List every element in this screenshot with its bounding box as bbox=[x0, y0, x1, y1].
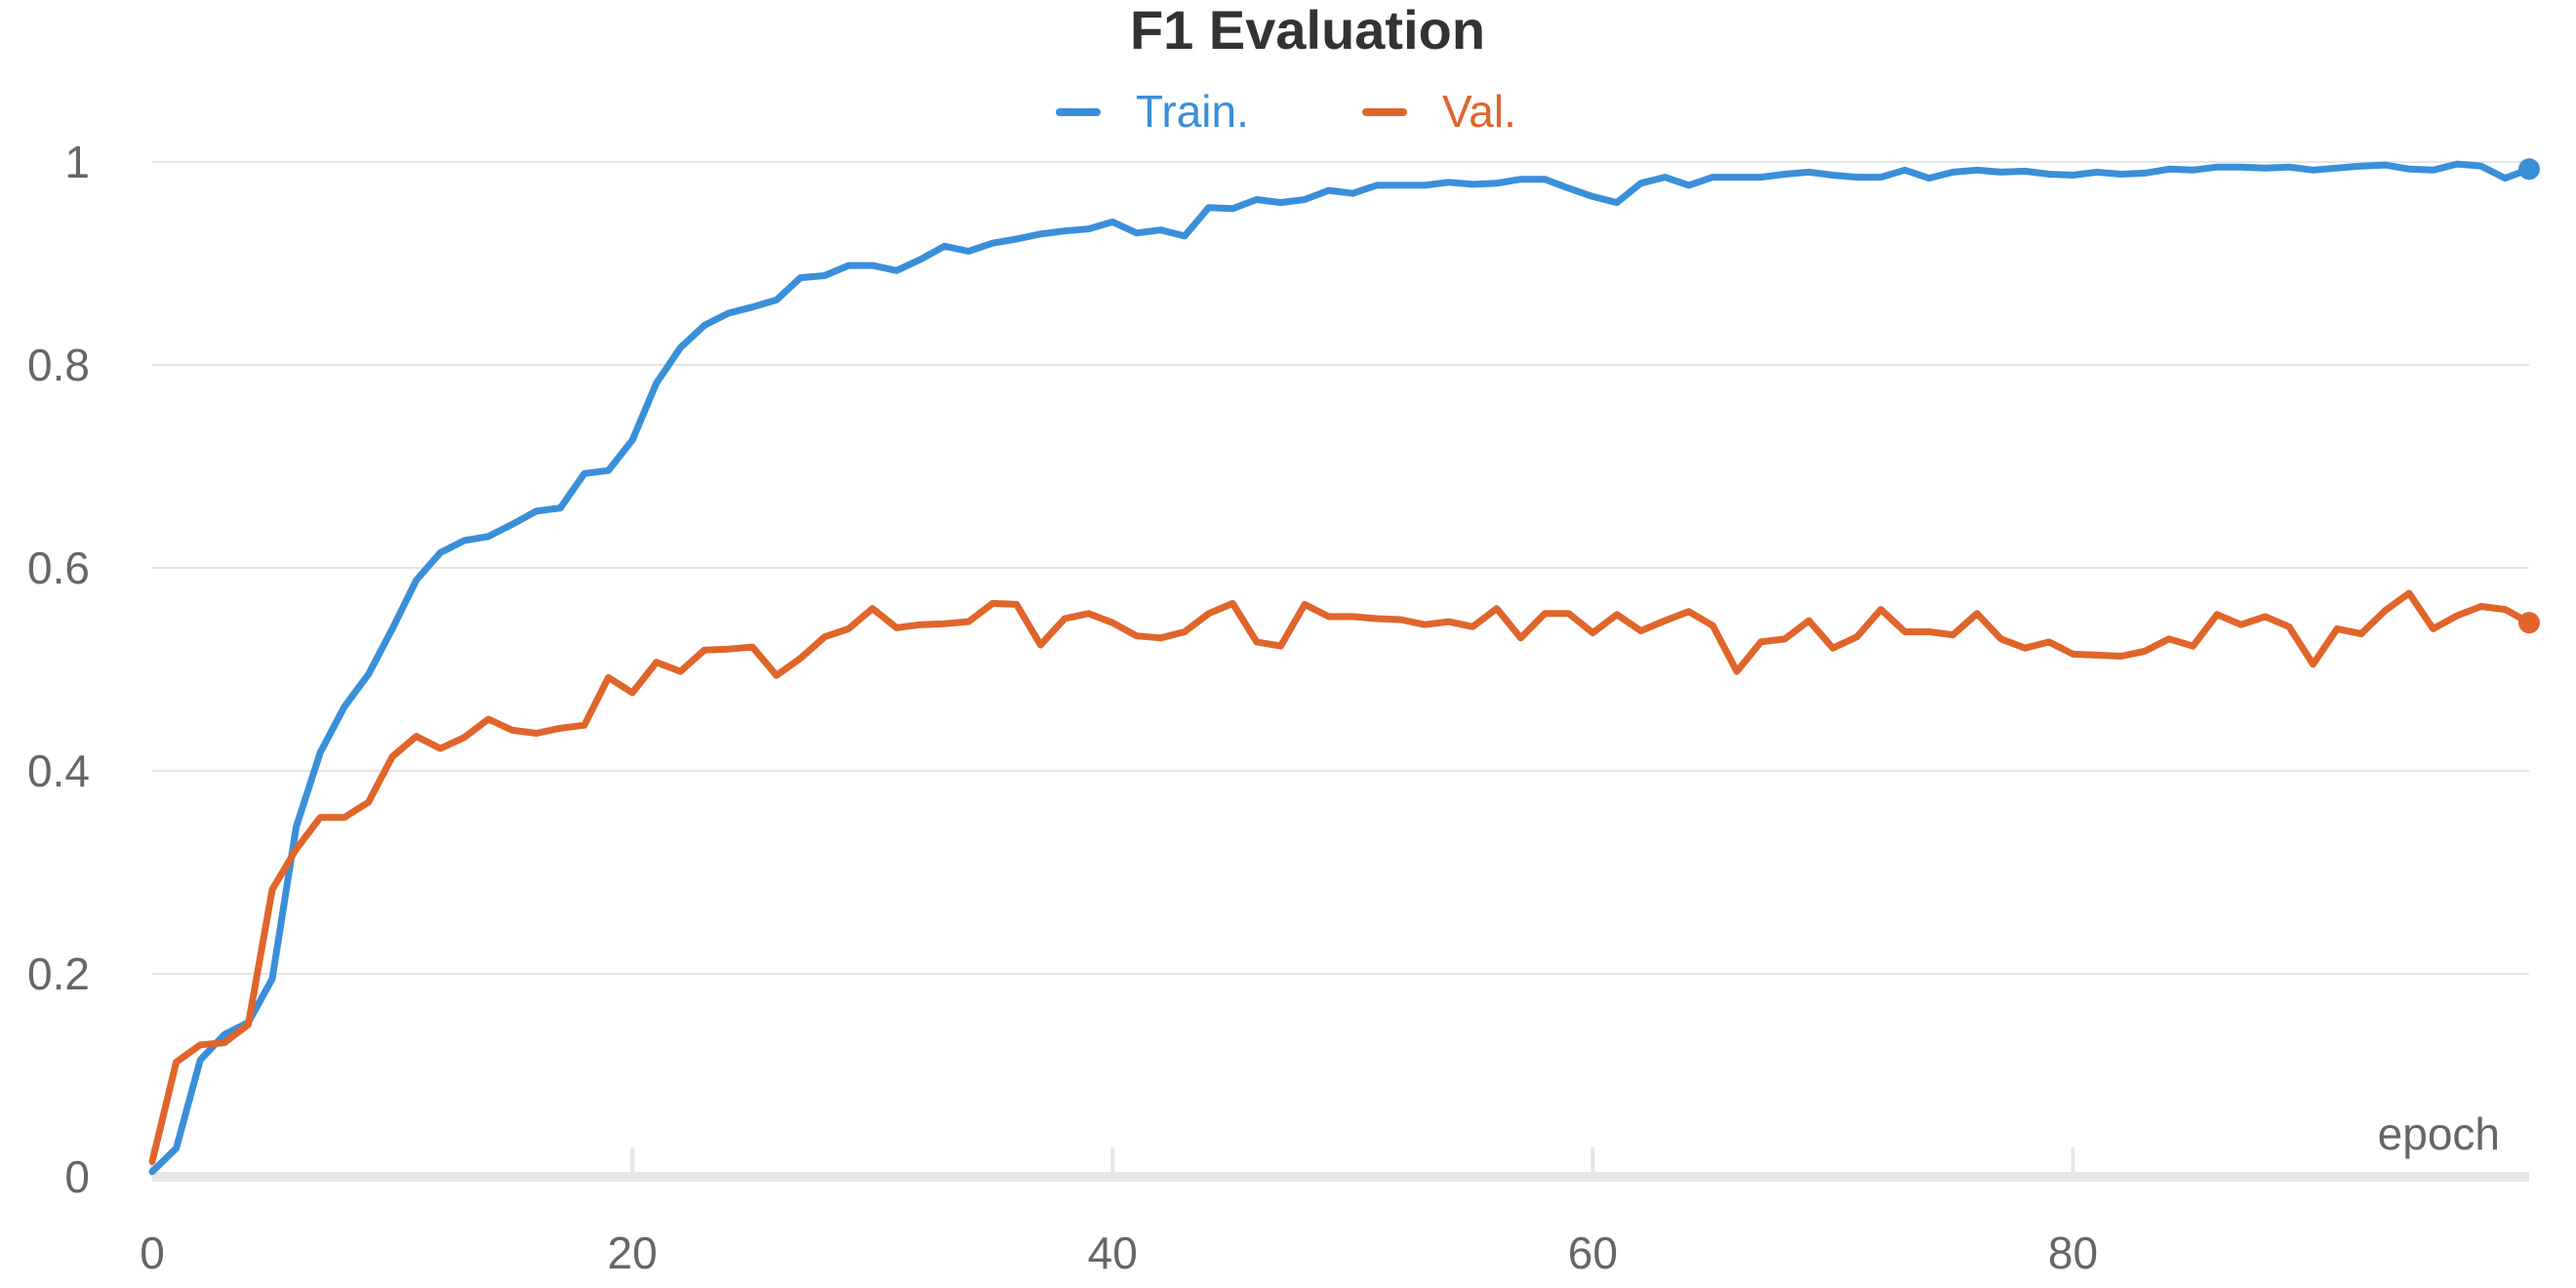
plot-area[interactable] bbox=[148, 158, 2540, 1176]
x-tick-label: 80 bbox=[2048, 1228, 2098, 1278]
legend-item-train[interactable]: Train. bbox=[1056, 86, 1249, 137]
y-tick-label: 0.2 bbox=[27, 948, 90, 999]
x-tick-label: 20 bbox=[608, 1228, 658, 1278]
x-axis: 0 20 40 60 80 bbox=[140, 1147, 2529, 1278]
y-tick-label: 0.6 bbox=[27, 543, 90, 593]
y-tick-label: 0 bbox=[64, 1151, 90, 1202]
x-axis-title: epoch bbox=[2378, 1108, 2500, 1159]
x-tick-label: 0 bbox=[140, 1228, 165, 1278]
series-end-marker-train[interactable] bbox=[2518, 158, 2540, 181]
y-tick-label: 0.4 bbox=[27, 745, 90, 796]
legend-label-train: Train. bbox=[1136, 86, 1249, 137]
y-tick-label: 0.8 bbox=[27, 340, 90, 390]
series-line-val[interactable] bbox=[148, 589, 2533, 1165]
x-tick-label: 40 bbox=[1088, 1228, 1138, 1278]
legend-label-val: Val. bbox=[1442, 86, 1516, 137]
y-axis: 0 0.2 0.4 0.6 0.8 1 bbox=[27, 137, 90, 1202]
x-tick-label: 60 bbox=[1568, 1228, 1618, 1278]
legend[interactable]: Train. Val. bbox=[1056, 86, 1516, 137]
y-tick-label: 1 bbox=[64, 137, 90, 187]
series-line-train[interactable] bbox=[148, 160, 2533, 1176]
series-end-marker-val[interactable] bbox=[2518, 612, 2540, 634]
chart-title: F1 Evaluation bbox=[1130, 0, 1485, 60]
legend-item-val[interactable]: Val. bbox=[1362, 86, 1516, 137]
grid bbox=[152, 161, 2529, 975]
